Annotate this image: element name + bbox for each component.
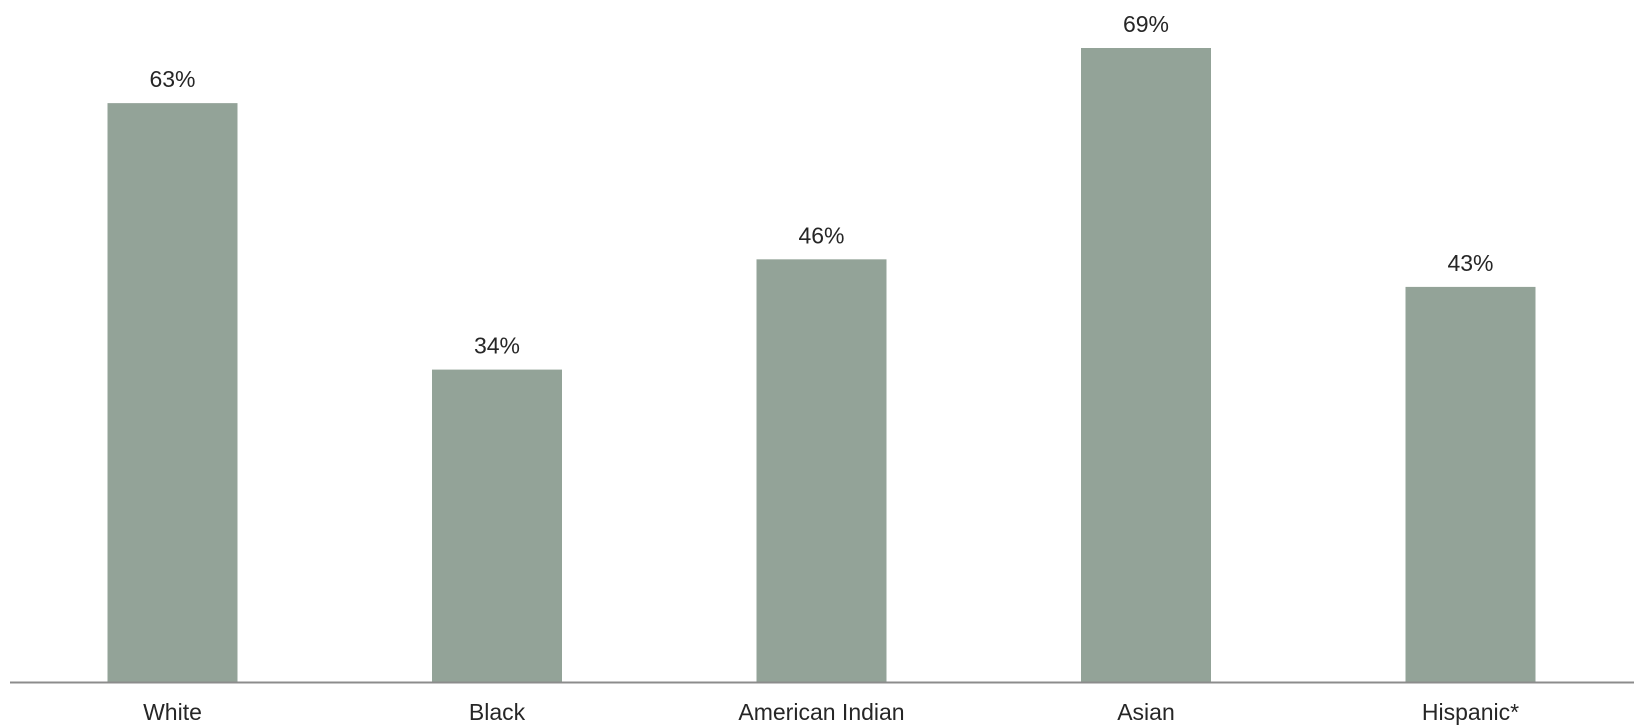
category-label-white: White bbox=[143, 699, 202, 725]
category-labels-group: White Black American Indian Asian Hispanic* bbox=[143, 699, 1519, 725]
bar-black bbox=[432, 369, 562, 682]
value-label-black: 34% bbox=[474, 333, 520, 359]
category-label-hispanic: Hispanic* bbox=[1422, 699, 1519, 725]
value-label-american-indian: 46% bbox=[798, 222, 844, 248]
category-label-black: Black bbox=[469, 699, 526, 725]
value-label-asian: 69% bbox=[1123, 11, 1169, 37]
bars-group bbox=[107, 48, 1536, 682]
value-label-hispanic: 43% bbox=[1447, 250, 1493, 276]
category-label-american-indian: American Indian bbox=[738, 699, 904, 725]
category-label-asian: Asian bbox=[1117, 699, 1175, 725]
bar-asian bbox=[1081, 48, 1211, 682]
bar-hispanic bbox=[1405, 286, 1536, 682]
bar-american-indian bbox=[756, 259, 887, 682]
value-label-white: 63% bbox=[149, 66, 195, 92]
bar-white bbox=[107, 103, 238, 682]
value-labels-group: 63% 34% 46% 69% 43% bbox=[149, 11, 1493, 359]
